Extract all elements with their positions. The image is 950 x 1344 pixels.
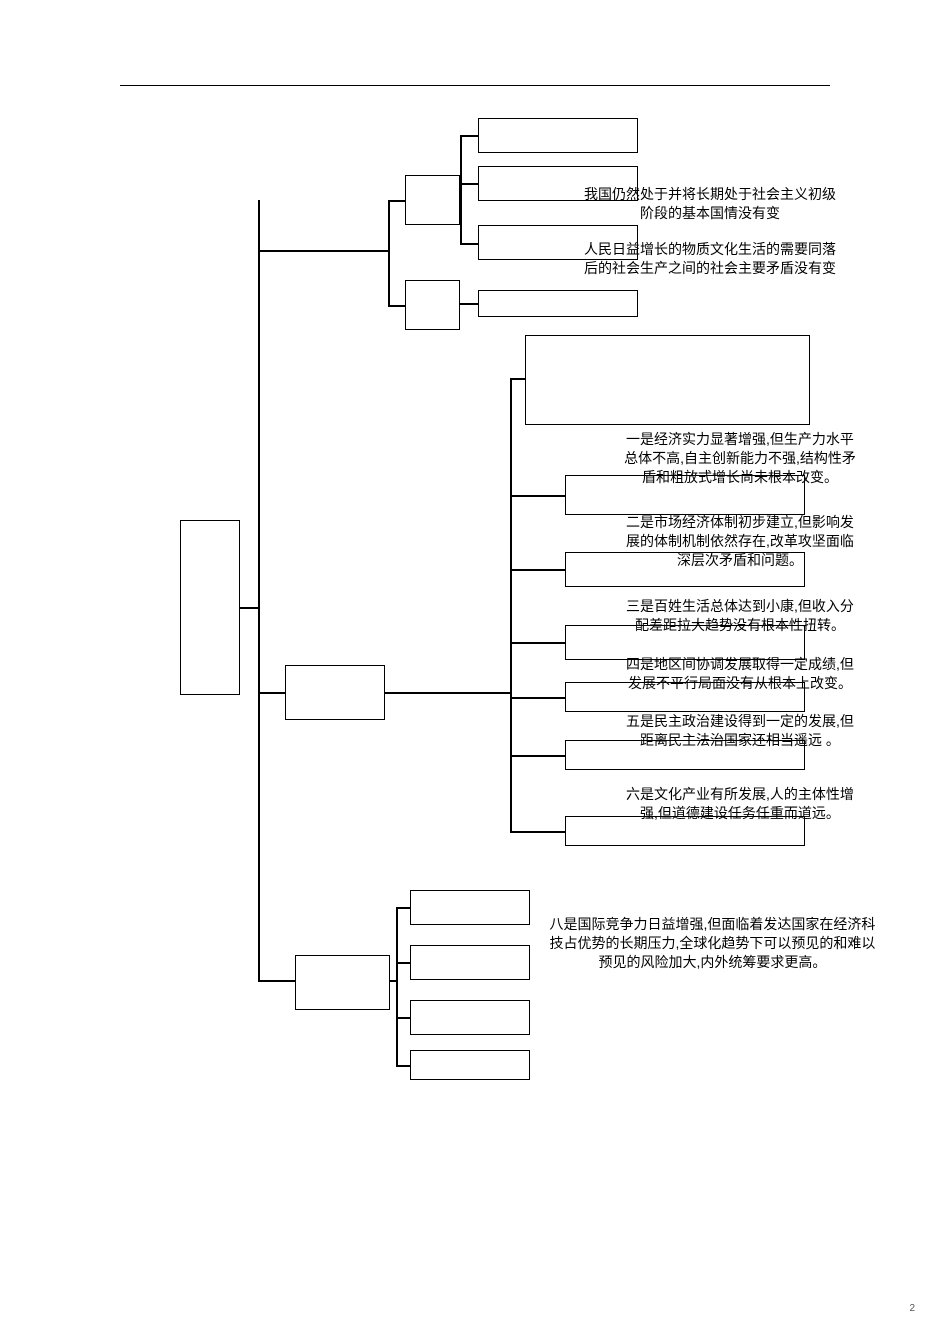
conn bbox=[396, 962, 410, 964]
conn bbox=[460, 200, 462, 202]
conn bbox=[258, 200, 260, 980]
text-2: 人民日益增长的物质文化生活的需要同落后的社会生产之间的社会主要矛盾没有变 bbox=[580, 240, 840, 278]
conn bbox=[510, 495, 565, 497]
conn bbox=[396, 1017, 410, 1019]
lower-left-box bbox=[295, 955, 390, 1010]
text-3: 一是经济实力显著增强,但生产力水平总体不高,自主创新能力不强,结构性矛盾和粗放式… bbox=[620, 430, 860, 487]
conn bbox=[385, 692, 510, 694]
conn bbox=[460, 135, 462, 245]
conn bbox=[510, 642, 565, 644]
conn bbox=[460, 303, 478, 305]
root-box bbox=[180, 520, 240, 695]
upper-leaf-1 bbox=[478, 118, 638, 153]
lower-leaf-1 bbox=[410, 890, 530, 925]
conn bbox=[510, 378, 512, 833]
text-1: 我国仍然处于并将长期处于社会主义初级阶段的基本国情没有变 bbox=[580, 185, 840, 223]
text-4: 二是市场经济体制初步建立,但影响发展的体制机制依然存在,改革攻坚面临深层次矛盾和… bbox=[620, 513, 860, 570]
conn bbox=[460, 243, 478, 245]
conn bbox=[258, 250, 388, 252]
conn bbox=[240, 607, 260, 609]
conn bbox=[510, 378, 525, 380]
upper-left-box-1 bbox=[405, 175, 460, 225]
upper-left-box-2 bbox=[405, 280, 460, 330]
diagram-page: 我国仍然处于并将长期处于社会主义初级阶段的基本国情没有变 人民日益增长的物质文化… bbox=[0, 0, 950, 1344]
top-rule bbox=[120, 85, 830, 86]
lower-leaf-3 bbox=[410, 1000, 530, 1035]
conn bbox=[388, 200, 405, 202]
conn bbox=[258, 980, 295, 982]
conn bbox=[396, 1065, 410, 1067]
text-7: 五是民主政治建设得到一定的发展,但距离民主法治国家还相当遥远 。 bbox=[620, 712, 860, 750]
conn bbox=[388, 305, 405, 307]
text-5: 三是百姓生活总体达到小康,但收入分配差距拉大趋势没有根本性扭转。 bbox=[620, 597, 860, 635]
lower-leaf-2 bbox=[410, 945, 530, 980]
text-9: 八是国际竞争力日益增强,但面临着发达国家在经济科技占优势的长期压力,全球化趋势下… bbox=[545, 915, 880, 972]
conn bbox=[388, 200, 390, 305]
lower-leaf-4 bbox=[410, 1050, 530, 1080]
conn bbox=[396, 907, 398, 1065]
big-box bbox=[525, 335, 810, 425]
conn bbox=[460, 135, 478, 137]
page-number: 2 bbox=[909, 1303, 915, 1314]
conn bbox=[510, 755, 565, 757]
conn bbox=[258, 692, 285, 694]
upper-leaf-4 bbox=[478, 290, 638, 317]
text-6: 四是地区间协调发展取得一定成绩,但发展不平行局面没有从根本上改变。 bbox=[620, 655, 860, 693]
conn bbox=[396, 907, 410, 909]
conn bbox=[510, 831, 565, 833]
conn bbox=[460, 183, 478, 185]
conn bbox=[510, 569, 565, 571]
mid-left-box bbox=[285, 665, 385, 720]
text-8: 六是文化产业有所发展,人的主体性增强,但道德建设任务任重而道远。 bbox=[620, 785, 860, 823]
conn bbox=[510, 697, 565, 699]
